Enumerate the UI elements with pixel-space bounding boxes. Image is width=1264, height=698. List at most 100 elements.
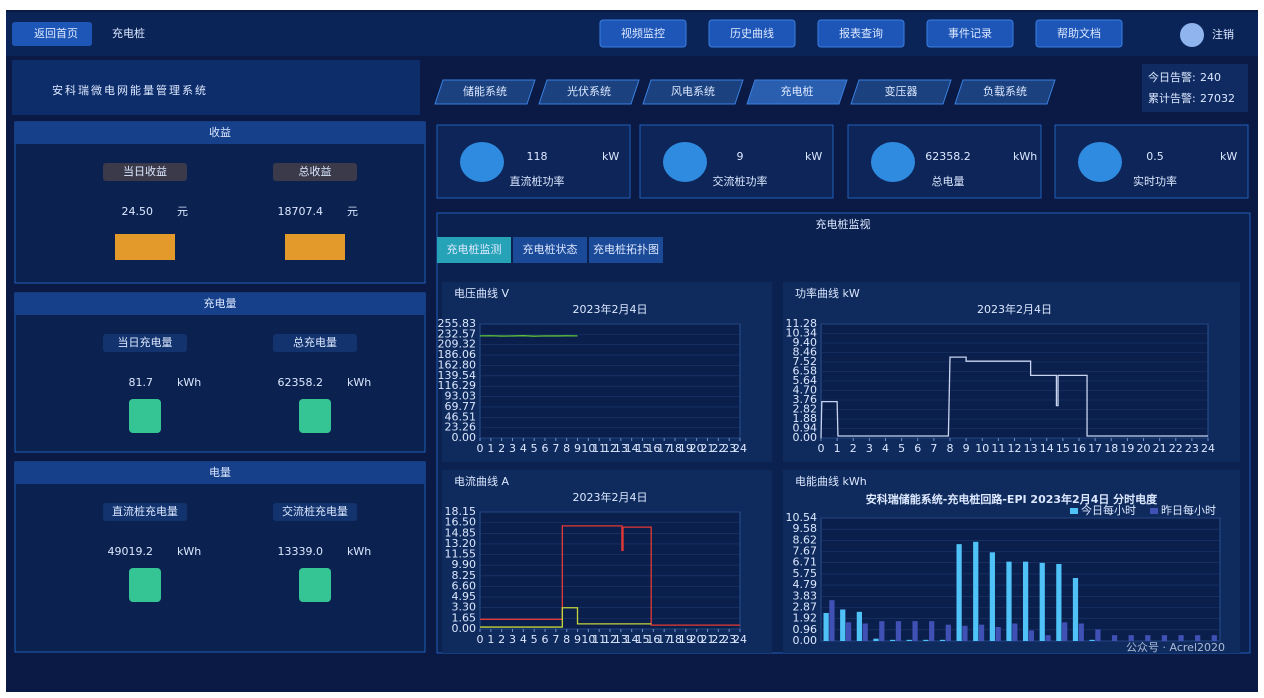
nav-button[interactable] [599,19,687,48]
y-tick-label: 2.82 [793,403,818,416]
x-tick-label: 19 [1120,442,1134,455]
y-tick-label: 6.58 [793,365,818,378]
bar [845,622,852,641]
bar [912,621,918,641]
side-panel [14,121,426,284]
nav-button[interactable] [1035,19,1123,48]
stat-icon [1078,142,1122,182]
nav-button[interactable] [817,19,905,48]
user-avatar[interactable] [1180,23,1204,47]
tab-label[interactable]: 变压器 [885,84,918,98]
y-tick-label: 1.92 [793,612,818,625]
logout-label[interactable]: 注销 [1212,27,1234,41]
x-tick-label: 9 [574,633,581,646]
tab-label[interactable]: 储能系统 [463,84,507,98]
page-title: 充电桩 [112,26,145,40]
y-tick-label: 2.87 [793,601,818,614]
x-tick-label: 5 [531,633,538,646]
stat-unit: kW [1220,150,1237,163]
bar [1045,635,1051,641]
panel-title-bar [15,462,425,484]
nav-label[interactable]: 历史曲线 [730,26,774,40]
side-panel [14,292,426,453]
x-tick-label: 9 [574,442,581,455]
x-tick-label: 10 [581,633,595,646]
x-tick-label: 0 [477,442,484,455]
stat-unit: kW [602,150,619,163]
nav-label[interactable]: 事件记录 [948,27,992,40]
y-tick-label: 9.58 [793,522,818,535]
chart-label: 电压曲线 V [454,286,509,300]
y-tick-label: 11.28 [786,317,818,330]
tab-label[interactable]: 负载系统 [983,84,1027,98]
subtab[interactable] [437,237,511,263]
item-value: 18707.4 [278,205,324,218]
y-tick-label: 116.29 [438,379,477,392]
stat-icon [871,142,915,182]
x-tick-label: 19 [679,633,693,646]
tab[interactable] [434,79,536,105]
bar [1028,630,1035,641]
stat-label: 总电量 [932,174,965,188]
y-tick-label: 8.25 [452,569,477,582]
back-button[interactable] [12,22,92,46]
tab[interactable] [642,79,744,105]
nav-label[interactable]: 视频监控 [621,26,665,40]
x-tick-label: 22 [711,633,725,646]
tab-label[interactable]: 光伏系统 [567,84,611,98]
x-tick-label: 15 [1056,442,1070,455]
y-tick-label: 69.77 [445,400,477,413]
stat-unit: kW [805,150,822,163]
bar [1178,635,1184,641]
subtab-label[interactable]: 充电桩状态 [523,242,578,256]
nav-button[interactable] [926,19,1014,48]
x-tick-label: 14 [625,442,639,455]
nav-label[interactable]: 帮助文档 [1057,26,1101,40]
bar [823,612,829,641]
chart-subtitle: 2023年2月4日 [977,302,1052,316]
x-tick-label: 2 [498,442,505,455]
nav-label[interactable]: 报表查询 [839,26,883,40]
bar [1161,635,1168,641]
bar [989,552,995,641]
x-tick-label: 0 [477,633,484,646]
item-value: 24.50 [122,205,154,218]
subtab[interactable] [513,237,587,263]
x-tick-label: 2 [498,633,505,646]
legend-label: 昨日每小时 [1161,503,1216,517]
x-tick-label: 23 [722,442,736,455]
nav-button[interactable] [708,19,796,48]
chart-subtitle: 2023年2月4日 [573,490,648,504]
tab[interactable] [850,79,952,105]
x-tick-label: 9 [963,442,970,455]
x-tick-label: 15 [636,442,650,455]
alarm-value: 27032 [1200,92,1235,105]
subtab-label[interactable]: 充电桩拓扑图 [593,242,659,256]
x-tick-label: 11 [592,442,606,455]
tab-label[interactable]: 风电系统 [671,85,715,98]
x-tick-label: 19 [679,442,693,455]
x-tick-label: 7 [552,442,559,455]
tab[interactable] [954,79,1056,105]
legend-swatch [1150,508,1158,514]
y-tick-label: 23.26 [445,421,477,434]
item-unit: kWh [177,376,201,389]
item-label-pill [103,503,187,521]
item-label-pill [103,163,187,181]
x-tick-label: 10 [975,442,989,455]
subtab-label[interactable]: 充电桩监测 [447,242,502,256]
item-value: 62358.2 [278,376,324,389]
tab-label[interactable]: 充电桩 [781,84,814,98]
tab[interactable] [746,79,848,105]
x-tick-label: 8 [563,633,570,646]
y-tick-label: 1.88 [793,412,818,425]
side-panel [14,461,426,653]
x-tick-label: 1 [834,442,841,455]
subtab[interactable] [589,237,663,263]
x-tick-label: 20 [1137,442,1151,455]
tab[interactable] [538,79,640,105]
x-tick-label: 6 [542,633,549,646]
y-tick-label: 46.51 [445,410,477,423]
item-label: 总充电量 [293,335,337,349]
y-tick-label: 1.65 [452,611,477,624]
